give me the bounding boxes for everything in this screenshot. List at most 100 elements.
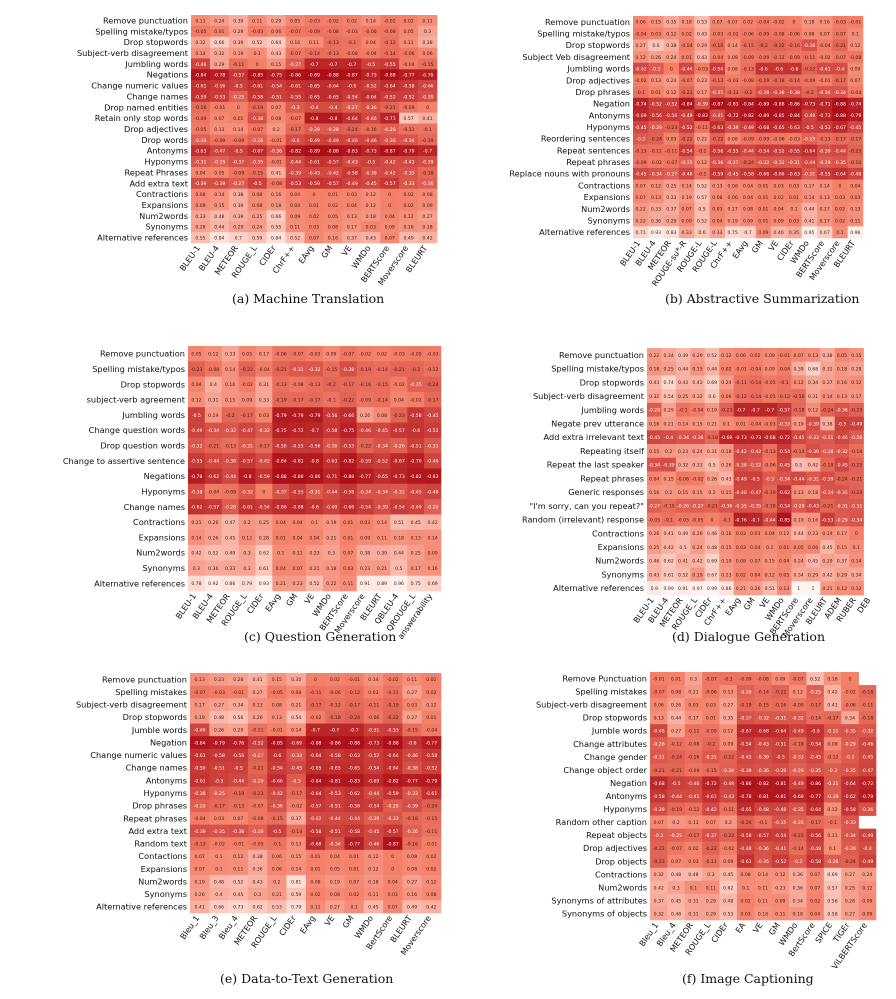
cell-value-label: -0.56 [809, 833, 821, 839]
cell-value-label: 0.48 [671, 911, 681, 917]
heatmap-cell [191, 25, 211, 38]
cell-value-label: -0.44 [834, 148, 846, 154]
cell-value-label: 0.26 [360, 413, 370, 419]
cell-value-label: 0.09 [775, 676, 785, 682]
cell-value-label: -0.58 [310, 829, 322, 835]
cell-value-label: 0.3 [707, 872, 714, 878]
cell-value-label: -0.43 [807, 504, 819, 510]
cell-value-label: -0.19 [275, 397, 287, 403]
heatmap-cell [306, 422, 324, 439]
cell-value-label: -0.58 [213, 753, 225, 759]
heatmap-cell [849, 402, 864, 417]
heatmap-cell [725, 86, 741, 99]
heatmap-cell [356, 545, 374, 561]
heatmap-cell [356, 422, 374, 439]
cell-value-label: -0.56 [194, 766, 206, 772]
heatmap-cell [304, 91, 324, 103]
heatmap-cell [418, 69, 438, 81]
cell-value-label: 0.22 [636, 218, 646, 224]
cell-value-label: -0.82 [410, 474, 422, 480]
cell-value-label: -0.7 [751, 517, 760, 523]
heatmap-cell [719, 471, 734, 486]
heatmap-cell [399, 134, 419, 146]
heatmap-cell [285, 58, 305, 70]
cell-value-label: 0.13 [808, 353, 818, 359]
cell-value-label: 0.55 [195, 235, 205, 241]
heatmap-cell [285, 188, 305, 200]
cell-value-label: 0.21 [309, 566, 319, 572]
cell-value-label: 0.1 [723, 421, 730, 427]
row-label: Synonyms of objects [562, 908, 647, 918]
heatmap-cell [306, 437, 324, 454]
heatmap-cell [755, 97, 772, 110]
heatmap-cell [322, 437, 341, 454]
cell-value-label: -0.49 [327, 138, 339, 144]
heatmap-cell [221, 361, 239, 377]
cell-value-label: -0.09 [788, 55, 800, 61]
heatmap-cell [204, 468, 223, 485]
row-label: Change names [124, 502, 185, 512]
cell-value-label: 0.96 [394, 581, 404, 587]
heatmap-cell [380, 36, 400, 48]
cell-value-label: -0.31 [195, 159, 207, 165]
heatmap-cell [238, 376, 256, 393]
cell-value-label: -0.14 [290, 829, 302, 835]
cell-value-label: -0.28 [327, 127, 339, 133]
cell-value-label: -0.61 [241, 505, 253, 511]
panel-caption: (e) Data-to-Text Generation [220, 971, 393, 986]
heatmap-cell [304, 221, 324, 233]
cell-value-label: -0.16 [195, 105, 207, 111]
cell-value-label: -0.17 [213, 804, 225, 810]
cell-value-label: -0.5 [192, 413, 201, 419]
cell-value-label: -0.45 [635, 172, 647, 178]
cell-value-label: -0.33 [403, 181, 415, 187]
cell-value-label: -0.14 [757, 689, 769, 695]
heatmap-cell [704, 471, 720, 486]
heatmap-cell [339, 499, 357, 515]
heatmap-cell [648, 62, 664, 75]
cell-value-label: -0.23 [190, 367, 202, 373]
heatmap-cell [255, 499, 273, 515]
cell-value-label: 0.18 [326, 566, 336, 572]
heatmap-cell [339, 361, 357, 377]
heatmap-cell [791, 444, 807, 459]
heatmap-cell [762, 457, 778, 472]
heatmap-cell [847, 39, 864, 52]
heatmap-cell [847, 144, 864, 157]
cell-value-label: -0.26 [251, 138, 263, 144]
heatmap-cell [322, 346, 341, 362]
cell-value-label: 0.27 [822, 380, 832, 386]
cell-value-label: -0.13 [327, 51, 339, 57]
cell-value-label: -0.23 [252, 791, 264, 797]
cell-value-label: 0.01 [309, 203, 319, 209]
heatmap-cell [322, 529, 341, 546]
cell-value-label: 0.49 [225, 551, 235, 557]
cell-value-label: 0.07 [293, 566, 303, 572]
row-label: Drop stopwords [566, 40, 630, 50]
cell-value-label: 0.26 [214, 728, 224, 734]
cell-value-label: 0.75 [411, 581, 421, 587]
cell-value-label: -0.46 [406, 753, 418, 759]
cell-value-label: -0.39 [376, 505, 388, 511]
heatmap-cell [361, 47, 381, 59]
cell-value-label: -0.03 [788, 137, 800, 143]
heatmap-cell [771, 27, 787, 40]
heatmap-cell [323, 177, 343, 190]
cell-value-label: -0.09 [757, 137, 769, 143]
cell-value-label: 0.08 [743, 207, 753, 213]
cell-value-label: 0.69 [427, 581, 437, 587]
cell-value-label: -0.88 [327, 73, 339, 79]
cell-value-label: 0.62 [723, 885, 733, 891]
heatmap-cell [209, 36, 230, 48]
cell-value-label: 0.19 [195, 715, 205, 721]
cell-value-label: -0.39 [727, 125, 739, 131]
heatmap-cell [801, 121, 818, 134]
cell-value-label: -0.42 [271, 791, 283, 797]
cell-value-label: -0.09 [803, 78, 815, 84]
row-label: Antonyms [146, 775, 187, 785]
cell-value-label: 0.09 [290, 214, 300, 220]
cell-value-label: 0.13 [779, 586, 789, 592]
heatmap-cell [801, 226, 818, 239]
cell-value-label: 0.27 [330, 905, 340, 911]
cell-value-label: -0.76 [410, 459, 422, 465]
